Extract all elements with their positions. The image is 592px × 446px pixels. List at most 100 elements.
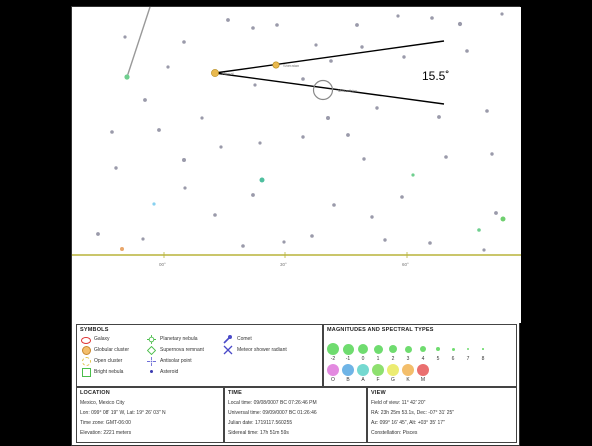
supernova-remnant-icon: [147, 346, 156, 355]
open-cluster-icon: [82, 357, 91, 366]
spectral-dot: [417, 364, 429, 376]
star: [329, 59, 333, 63]
spectral-dot: [387, 364, 399, 376]
star: [182, 158, 186, 162]
ra-ticks: 00° 30° 60°: [159, 252, 409, 267]
star: [301, 135, 305, 139]
time-title: TIME: [228, 390, 242, 396]
symbols-title: SYMBOLS: [80, 327, 109, 333]
spectral-dot: [372, 364, 384, 376]
star-sheratan: [272, 61, 280, 69]
symbol-comet-label: Comet: [237, 336, 252, 342]
star: [362, 157, 366, 161]
star: [396, 14, 400, 18]
magnitude-dot: [436, 347, 440, 351]
sky-map[interactable]: 00° 30° 60° Hamal Sheratan Mesarthim 15.5˚: [72, 7, 521, 323]
symbol-open-cluster-label: Open cluster: [94, 358, 123, 364]
magnitude-dot: [373, 344, 383, 354]
star: [437, 115, 441, 119]
star: [482, 248, 486, 252]
magnitude-label: 2: [391, 356, 395, 362]
meteor-radiant-icon: [223, 345, 233, 355]
star: [213, 213, 217, 217]
star: [251, 26, 255, 30]
symbol-supernova-label: Supernova remnant: [160, 347, 204, 353]
star: [430, 16, 434, 20]
star: [226, 18, 230, 22]
star: [96, 232, 100, 236]
star: [477, 228, 481, 232]
comet-icon: [223, 335, 232, 344]
spectral-dot: [342, 364, 354, 376]
view-line-4: Constellation: Pisces: [371, 430, 418, 436]
star: [183, 186, 187, 190]
location-line-3: Time zone: GMT-06:00: [80, 420, 131, 426]
view-line-1: Field of view: 11° 42' 20": [371, 400, 426, 406]
star: [310, 234, 314, 238]
magnitude-dot: [327, 343, 339, 355]
star: [457, 21, 463, 27]
magnitude-label: 4: [421, 356, 425, 362]
ra-tick-label: 60°: [402, 262, 409, 267]
star: [490, 152, 494, 156]
star: [200, 116, 204, 120]
spectral-dot: [357, 364, 369, 376]
magnitude-label: 1: [376, 356, 380, 362]
star: [500, 216, 506, 222]
view-line-2: RA: 23h 25m 53.1s, Dec: -07° 31' 25": [371, 410, 455, 416]
spectral-label: B: [346, 377, 350, 383]
planetary-nebula-icon: [147, 335, 156, 344]
magnitude-label: -1: [345, 356, 351, 362]
star: [494, 211, 498, 215]
star: [253, 83, 257, 87]
view-title: VIEW: [371, 390, 386, 396]
magnitude-dot: [420, 346, 426, 352]
star: [500, 12, 504, 16]
magnitude-dot: [389, 345, 397, 353]
star: [282, 240, 286, 244]
galaxy-icon: [81, 337, 91, 344]
star: [411, 173, 415, 177]
star: [143, 98, 147, 102]
time-panel: TIME Local time: 09/08/0007 BC 07:26:46 …: [224, 387, 367, 443]
spectral-label: F: [376, 377, 380, 383]
star: [258, 141, 262, 145]
star: [332, 203, 336, 207]
magnitude-dot: [404, 345, 412, 353]
view-line-3: Az: 099° 16' 45", Alt: +03° 35' 17": [371, 420, 445, 426]
star: [152, 202, 156, 206]
star-red: [120, 247, 124, 251]
star: [400, 195, 404, 199]
comet-head: [124, 74, 130, 80]
ra-tick-label: 30°: [280, 262, 287, 267]
star-field: [96, 12, 506, 252]
spectral-label: O: [331, 377, 335, 383]
spectral-label: M: [420, 377, 426, 383]
angle-label: 15.5˚: [422, 69, 449, 83]
location-panel: LOCATION Mexico, Mexico City Lon: 099° 0…: [76, 387, 224, 443]
star: [110, 130, 114, 134]
bright-nebula-icon: [82, 368, 91, 377]
view-panel: VIEW Field of view: 11° 42' 20" RA: 23h …: [367, 387, 517, 443]
star: [259, 177, 265, 183]
location-line-4: Elevation: 2221 meters: [80, 430, 132, 436]
target-circle: [312, 79, 334, 101]
symbol-planetary-label: Planetary nebula: [160, 336, 198, 342]
star: [402, 55, 406, 59]
star-hamal-label: Hamal: [222, 71, 234, 76]
star: [360, 45, 364, 49]
time-line-2: Universal time: 09/09/0007 BC 01:26:46: [228, 410, 317, 416]
magnitude-dot: [358, 344, 368, 354]
angle-line-upper: [214, 40, 445, 74]
star: [383, 238, 387, 242]
magnitude-dot: [482, 348, 484, 350]
location-line-1: Mexico, Mexico City: [80, 400, 125, 406]
magnitude-label: 0: [361, 356, 365, 362]
star: [251, 193, 255, 197]
star: [219, 145, 223, 149]
globular-cluster-icon: [82, 346, 91, 355]
magnitude-label: 7: [466, 356, 470, 362]
symbol-bright-nebula-label: Bright nebula: [94, 369, 124, 375]
location-title: LOCATION: [80, 390, 110, 396]
star: [301, 77, 305, 81]
